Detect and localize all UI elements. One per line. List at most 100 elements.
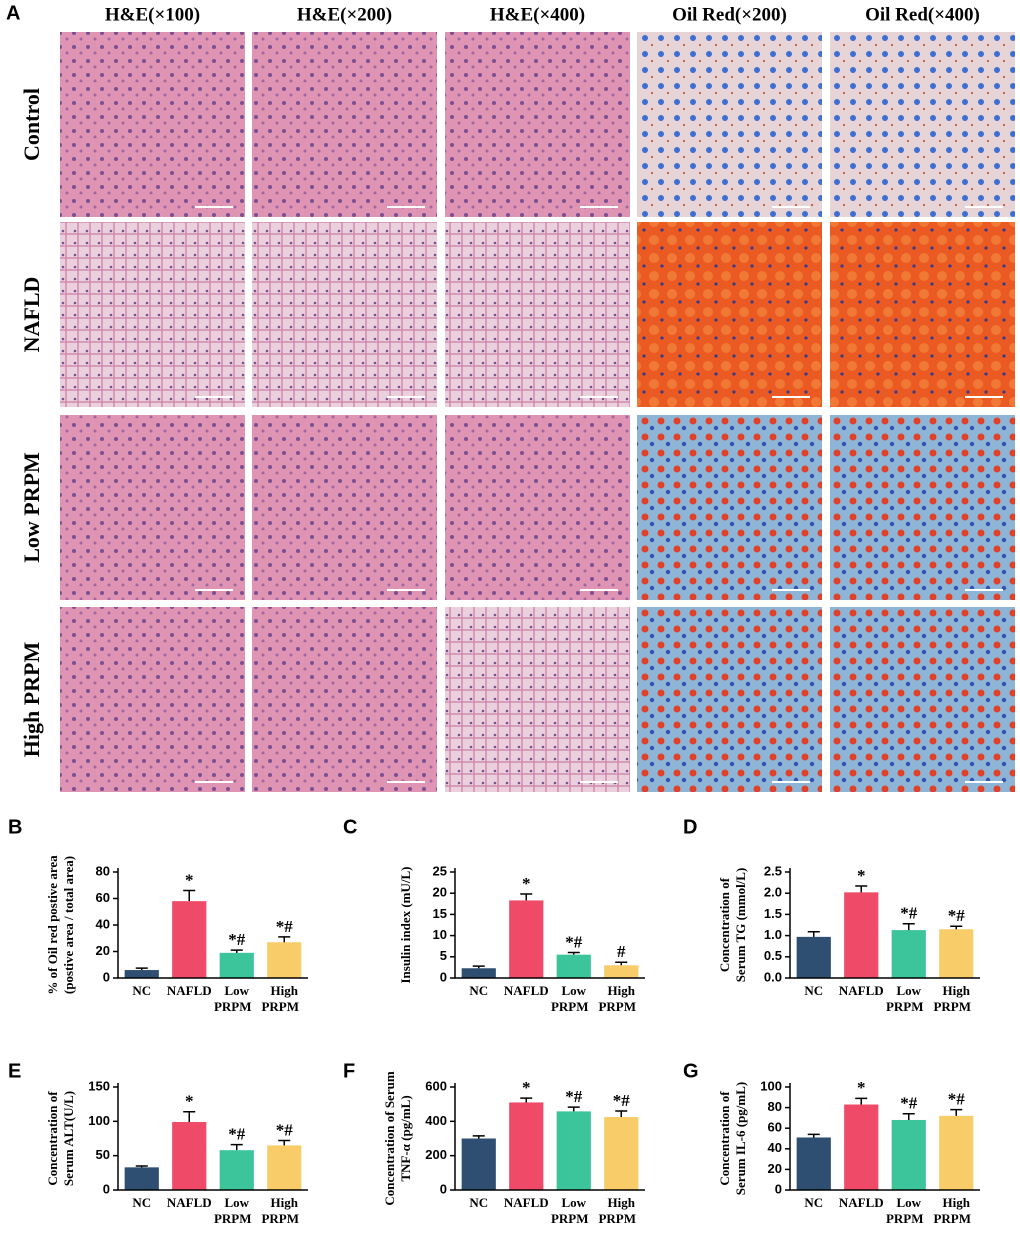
x-tick-label: NC [132, 1195, 151, 1210]
error-bar [472, 965, 485, 969]
x-tick-label: Low [896, 1195, 921, 1210]
micrograph [445, 415, 630, 600]
y-tick-label: 0.0 [764, 969, 782, 984]
y-tick-label: 400 [425, 1113, 447, 1128]
y-tick-label: 200 [425, 1147, 447, 1162]
y-tick-label: 150 [88, 1078, 110, 1093]
x-tick-label: NAFLD [839, 983, 884, 998]
micrograph [637, 415, 822, 600]
micrograph [637, 222, 822, 407]
row-label: High PRPM [19, 642, 44, 758]
y-tick-label: 60 [96, 890, 110, 905]
x-tick-label: PRPM [933, 999, 971, 1014]
micrograph [637, 32, 822, 217]
y-tick-label: 100 [760, 1078, 782, 1093]
significance: *# [276, 1120, 294, 1139]
y-tick-label: 0 [103, 1181, 110, 1196]
micrograph [60, 222, 245, 407]
bar [796, 936, 831, 978]
x-tick-label: PRPM [261, 1211, 299, 1226]
x-tick-label: High [608, 1195, 636, 1210]
y-tick-label: 20 [96, 943, 110, 958]
bar [509, 1102, 544, 1190]
y-axis-label: Insulin index (mU/L) [398, 866, 413, 983]
micrograph [445, 32, 630, 217]
micrograph [830, 415, 1015, 600]
bar [556, 954, 591, 978]
y-axis-label: TNF-α (pg/mL) [398, 1095, 413, 1181]
error-bar [135, 967, 148, 971]
bar [556, 1111, 591, 1190]
x-tick-label: High [271, 983, 299, 998]
x-tick-label: PRPM [214, 999, 252, 1014]
charts: B % of Oil red postive area (postive area … [8, 816, 980, 1226]
error-bar [807, 931, 820, 937]
error-bar [950, 1108, 963, 1116]
error-bar [855, 1097, 868, 1105]
error-bar [615, 1110, 628, 1118]
x-tick-label: PRPM [886, 999, 924, 1014]
panel-label: B [8, 816, 22, 838]
error-bar [520, 893, 533, 901]
bar [172, 1122, 207, 1190]
error-bar [567, 1106, 580, 1112]
y-axis-label: Concentration of [717, 877, 732, 972]
significance: * [185, 870, 194, 889]
micrograph [252, 415, 437, 600]
x-tick-label: NAFLD [167, 983, 212, 998]
bar [124, 970, 159, 978]
panel-label: C [343, 816, 357, 838]
x-tick-label: NAFLD [167, 1195, 212, 1210]
x-tick-label: Low [561, 983, 586, 998]
y-tick-label: 50 [96, 1147, 110, 1162]
y-tick-label: 60 [768, 1120, 782, 1135]
y-tick-label: 2.0 [764, 885, 782, 900]
micrograph [445, 607, 630, 792]
bar [267, 942, 302, 978]
y-axis-label: Serum ALT(U/L) [61, 1091, 76, 1186]
bar [219, 1150, 254, 1190]
bar [891, 1119, 926, 1190]
column-header: H&E(×400) [490, 4, 585, 25]
error-bar [520, 1097, 533, 1103]
y-tick-label: 0 [440, 969, 447, 984]
y-tick-label: 15 [433, 906, 447, 921]
error-bar [278, 1139, 291, 1146]
micrograph [60, 607, 245, 792]
histology-panel: H&E(×100) H&E(×200) H&E(×400) Oil Red(×200)… [19, 4, 1015, 792]
error-bar [135, 1165, 148, 1168]
bar [891, 930, 926, 978]
micrograph [830, 32, 1015, 217]
x-tick-label: NAFLD [504, 1195, 549, 1210]
bar [939, 929, 974, 978]
micrograph [252, 32, 437, 217]
bar [461, 1138, 496, 1190]
y-axis-label: (postive area / total area) [61, 856, 76, 994]
axes [117, 868, 308, 979]
significance: * [522, 874, 531, 893]
y-tick-label: 0.5 [764, 948, 782, 963]
bar [796, 1137, 831, 1190]
bar [124, 1167, 159, 1190]
significance: * [857, 866, 866, 885]
error-bar [183, 1110, 196, 1123]
y-tick-label: 0 [775, 1181, 782, 1196]
error-bar [230, 949, 243, 953]
x-tick-label: PRPM [886, 1211, 924, 1226]
x-tick-label: NC [469, 1195, 488, 1210]
x-tick-label: PRPM [551, 999, 589, 1014]
column-header: Oil Red(×200) [672, 4, 787, 25]
y-tick-label: 20 [768, 1161, 782, 1176]
y-tick-label: 20 [433, 885, 447, 900]
y-tick-label: 25 [433, 863, 447, 878]
x-tick-label: PRPM [551, 1211, 589, 1226]
axes [117, 1083, 308, 1191]
panel-label: A [6, 2, 20, 24]
y-tick-label: 1.5 [764, 906, 782, 921]
significance: # [617, 942, 626, 961]
significance: *# [565, 932, 583, 951]
error-bar [902, 1113, 915, 1120]
y-tick-label: 0 [440, 1181, 447, 1196]
y-tick-label: 600 [425, 1078, 447, 1093]
